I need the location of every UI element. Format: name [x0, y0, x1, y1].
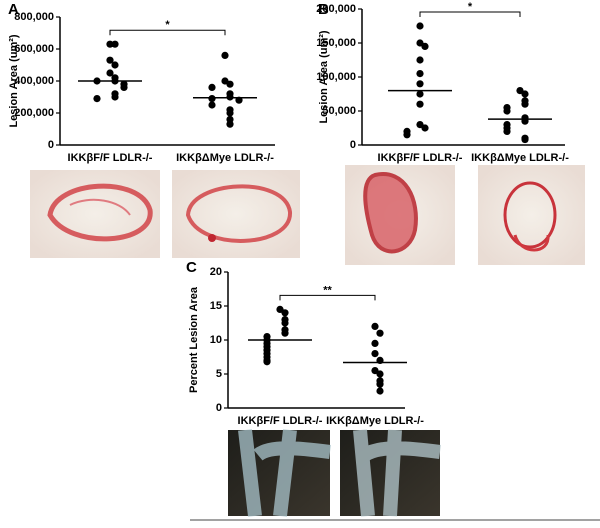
data-point [376, 387, 384, 395]
data-point [503, 107, 511, 115]
data-point [226, 120, 234, 128]
data-point [281, 329, 289, 337]
data-point [521, 100, 529, 108]
data-point [521, 90, 529, 98]
aorta-photo [340, 429, 441, 517]
data-point [416, 90, 424, 98]
panel-label: C [186, 259, 197, 276]
data-point [106, 69, 114, 77]
data-point [281, 319, 289, 327]
histology-image [30, 170, 160, 258]
significance-bracket [419, 11, 521, 17]
data-point [371, 339, 379, 347]
data-point [403, 131, 411, 139]
data-point [371, 322, 379, 330]
data-point [281, 309, 289, 317]
data-point [376, 380, 384, 388]
y-tick-label: 0 [216, 402, 222, 414]
significance-label: ** [323, 284, 332, 296]
data-point [503, 127, 511, 135]
x-tick-label: IKKβΔMye LDLR-/- [471, 152, 569, 164]
x-tick-label: IKKβF/F LDLR-/- [378, 152, 463, 164]
y-tick-label: 20 [210, 266, 222, 278]
data-point [111, 61, 119, 69]
aorta-photo [228, 429, 331, 517]
y-tick-label: 600,000 [14, 43, 54, 55]
data-point [106, 40, 114, 48]
y-tick-label: 0 [350, 139, 356, 151]
data-point [111, 93, 119, 101]
y-tick-label: 400,000 [14, 75, 54, 87]
histology-image [172, 170, 300, 258]
y-tick-label: 5 [216, 368, 222, 380]
data-point [226, 80, 234, 88]
data-point [416, 22, 424, 30]
y-tick-label: 50,000 [322, 105, 356, 117]
y-tick-label: 200,000 [14, 107, 54, 119]
histology-image [478, 165, 585, 265]
panel-label: A [8, 1, 19, 18]
data-point [376, 370, 384, 378]
y-axis-label: Lesion Area (um²) [318, 30, 330, 123]
y-tick-label: 15 [210, 300, 222, 312]
data-point [416, 70, 424, 78]
x-tick-label: IKKβΔMye LDLR-/- [326, 415, 424, 427]
data-point [208, 83, 216, 91]
y-tick-label: 100,000 [316, 71, 356, 83]
x-tick-label: IKKβF/F LDLR-/- [238, 415, 323, 427]
significance-bracket [279, 294, 376, 301]
y-tick-label: 800,000 [14, 11, 54, 23]
y-axis-label: Lesion Area (um²) [8, 34, 20, 127]
significance-label: * [468, 1, 473, 13]
data-point [226, 93, 234, 101]
data-point [208, 95, 216, 103]
y-tick-label: 200,000 [316, 3, 356, 15]
y-tick-label: 150,000 [316, 37, 356, 49]
data-point [208, 101, 216, 109]
data-point [421, 124, 429, 132]
histology-image [345, 165, 455, 265]
y-tick-label: 10 [210, 334, 222, 346]
data-point [106, 56, 114, 64]
data-point [93, 95, 101, 103]
data-point [371, 350, 379, 358]
x-tick-label: IKKβΔMye LDLR-/- [176, 152, 274, 164]
y-axis-label: Percent Lesion Area [188, 286, 200, 393]
data-point [521, 135, 529, 144]
data-point [416, 100, 424, 108]
data-point [120, 83, 128, 91]
data-point [376, 329, 384, 337]
data-point [221, 51, 229, 60]
data-point [263, 358, 271, 366]
significance-bracket [109, 29, 226, 36]
data-point [111, 40, 119, 48]
x-tick-label: IKKβF/F LDLR-/- [68, 152, 153, 164]
significance-label: * [165, 19, 170, 31]
y-tick-label: 0 [48, 139, 54, 151]
panel-label: B [318, 1, 329, 18]
data-point [421, 42, 429, 51]
data-point [416, 56, 424, 64]
data-point [226, 109, 234, 117]
data-point [416, 80, 424, 88]
